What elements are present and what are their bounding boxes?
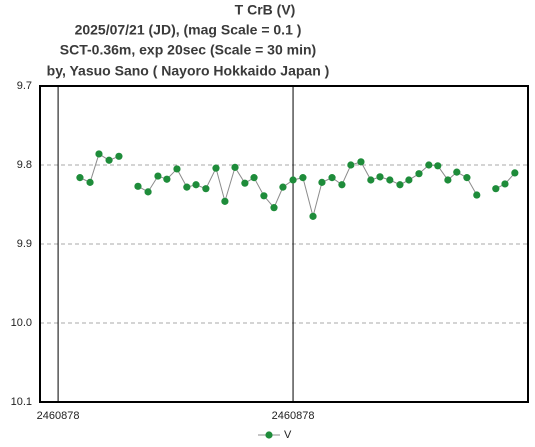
data-point	[76, 174, 84, 182]
series-line	[79, 153, 516, 219]
data-point	[434, 162, 442, 170]
data-point	[347, 161, 355, 169]
x-tick-label: 2460878	[272, 410, 315, 422]
y-tick-label: 10.0	[11, 317, 32, 329]
chart-subtitle: by, Yasuo Sano ( Nayoro Hokkaido Japan )	[47, 63, 330, 79]
x-tick-label: 2460878	[37, 410, 80, 422]
data-point	[511, 169, 519, 177]
data-point	[415, 170, 423, 178]
data-point	[183, 183, 191, 191]
data-point	[134, 182, 142, 190]
data-point	[241, 179, 249, 187]
data-point	[270, 204, 278, 212]
data-point	[386, 176, 394, 184]
data-point	[221, 197, 229, 205]
data-point	[444, 176, 452, 184]
y-tick-label: 9.7	[17, 80, 32, 92]
y-tick-label: 10.1	[11, 396, 32, 408]
data-point	[453, 168, 461, 176]
data-point	[367, 176, 375, 184]
data-point	[173, 165, 181, 173]
data-point	[463, 174, 471, 182]
data-point	[163, 175, 171, 183]
data-point	[309, 212, 317, 220]
data-point	[289, 176, 297, 184]
data-point	[202, 185, 210, 193]
data-point	[501, 180, 509, 188]
y-tick-label: 9.8	[17, 159, 32, 171]
data-point	[425, 161, 433, 169]
legend-label: V	[284, 429, 292, 441]
data-point	[492, 185, 500, 193]
data-point	[192, 181, 200, 189]
data-point	[105, 156, 113, 164]
data-point	[115, 152, 123, 160]
data-point	[231, 163, 239, 171]
data-point	[396, 181, 404, 189]
y-tick-label: 9.9	[17, 238, 32, 250]
data-point	[95, 150, 103, 158]
legend-marker	[265, 431, 273, 439]
data-point	[338, 181, 346, 189]
data-point	[299, 174, 307, 182]
data-point	[212, 164, 220, 172]
data-point	[144, 188, 152, 196]
data-point	[357, 158, 365, 166]
chart-subtitle: 2025/07/21 (JD), (mag Scale = 0.1 )	[75, 22, 302, 38]
data-point	[260, 192, 268, 200]
data-point	[250, 174, 258, 182]
data-point	[154, 172, 162, 180]
data-point	[279, 183, 287, 191]
chart-title: T CrB (V)	[235, 2, 296, 18]
chart-subtitle: SCT-0.36m, exp 20sec (Scale = 30 min)	[60, 42, 316, 58]
data-point	[376, 173, 384, 181]
data-point	[318, 178, 326, 186]
data-point	[86, 178, 94, 186]
data-point	[473, 191, 481, 199]
data-point	[405, 176, 413, 184]
data-point	[328, 174, 336, 182]
plot-frame	[39, 85, 529, 403]
